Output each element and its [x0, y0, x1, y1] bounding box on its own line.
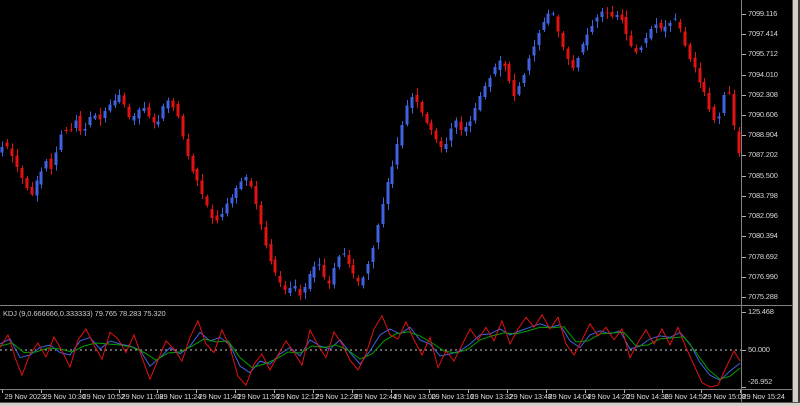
- price-axis-label: 7082.096: [748, 211, 778, 220]
- price-axis-label: 7092.308: [748, 90, 778, 99]
- time-axis-label: 29 Nov 13:48: [509, 392, 552, 401]
- time-axis-label: 29 Nov 14:20: [587, 392, 630, 401]
- k-line: [0, 323, 741, 381]
- time-axis-label: 29 Nov 13:32: [470, 392, 513, 401]
- time-axis-label: 29 Nov 15:08: [703, 392, 746, 401]
- price-axis-label: 7076.990: [748, 272, 778, 281]
- j-line: [0, 313, 741, 388]
- time-axis-label: 29 Nov 11:56: [237, 392, 280, 401]
- price-axis-label: 7097.414: [748, 29, 778, 38]
- time-axis-label: 29 Nov 11:08: [121, 392, 164, 401]
- time-axis-label: 29 Nov 12:28: [315, 392, 358, 401]
- candlestick-series: [0, 5, 741, 300]
- main-chart-plot[interactable]: [0, 5, 741, 300]
- time-axis-label: 29 Nov 14:52: [664, 392, 707, 401]
- time-axis-label: 29 Nov 14:04: [548, 392, 591, 401]
- time-axis-label: 29 Nov 13:00: [393, 392, 436, 401]
- indicator-axis-label: 50.000: [748, 345, 770, 354]
- price-axis-label: 7087.202: [748, 150, 778, 159]
- time-axis-label: 29 Nov 2023: [4, 392, 46, 401]
- price-axis-label: 7078.692: [748, 252, 778, 261]
- time-scale[interactable]: [2, 390, 741, 393]
- time-axis-label: 29 Nov 10:52: [82, 392, 125, 401]
- time-axis-label: 29 Nov 15:24: [742, 392, 785, 401]
- time-axis-label: 29 Nov 11:24: [159, 392, 202, 401]
- indicator-plot[interactable]: [0, 313, 741, 388]
- indicator-values: 79.765 78.283 75.320: [94, 309, 166, 318]
- price-axis-label: 7088.904: [748, 130, 778, 139]
- time-axis-label: 29 Nov 13:16: [431, 392, 474, 401]
- price-axis-label: 7095.712: [748, 49, 778, 58]
- window-border-bottom: [0, 402, 800, 406]
- time-axis-label: 29 Nov 11:40: [198, 392, 241, 401]
- d-line: [0, 326, 741, 380]
- time-axis-label: 29 Nov 14:36: [626, 392, 669, 401]
- window-border-right: [792, 0, 800, 406]
- price-axis-label: 7099.116: [748, 9, 778, 18]
- time-axis-label: 29 Nov 12:12: [276, 392, 319, 401]
- price-axis-label: 7094.010: [748, 70, 778, 79]
- price-axis-label: 7085.500: [748, 171, 778, 180]
- price-axis-label: 7083.798: [748, 191, 778, 200]
- indicator-name: KDJ (9,0.666666,0.333333): [3, 309, 93, 318]
- indicator-axis-label: -26.952: [748, 377, 773, 386]
- price-axis-label: 7090.606: [748, 110, 778, 119]
- time-axis-label: 29 Nov 12:44: [354, 392, 397, 401]
- price-axis-label: 7075.288: [748, 292, 778, 301]
- indicator-header: KDJ (9,0.666666,0.333333) 79.765 78.283 …: [3, 309, 166, 318]
- price-axis-label: 7080.394: [748, 231, 778, 240]
- indicator-axis-label: 125.468: [748, 307, 774, 316]
- price-scale[interactable]: [742, 14, 746, 388]
- time-axis-label: 29 Nov 10:36: [43, 392, 86, 401]
